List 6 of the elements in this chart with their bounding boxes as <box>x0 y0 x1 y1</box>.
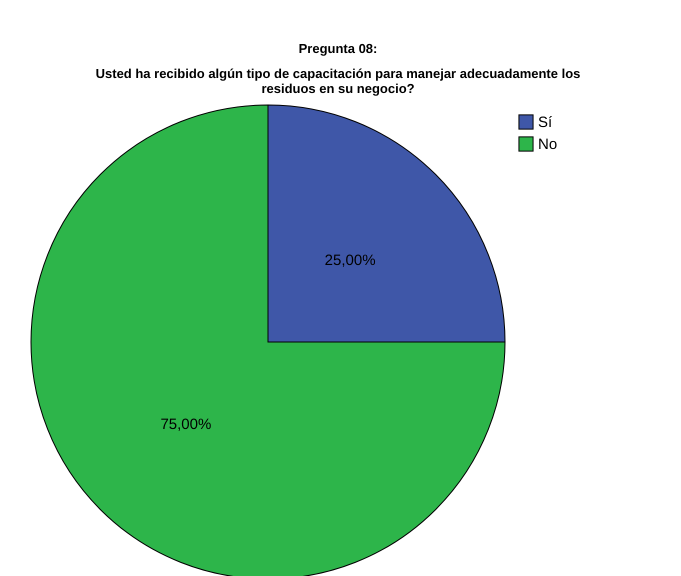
legend-label: Sí <box>538 114 554 131</box>
chart-title: Pregunta 08: <box>298 41 378 56</box>
data-label: 75,00% <box>160 416 212 434</box>
chart-subtitle: Usted ha recibido algún tipo de capacitación para manejar adecuadamente los residuos en su negocio? <box>96 66 580 96</box>
data-label: 25,00% <box>324 252 376 269</box>
legend-label: No <box>538 136 558 153</box>
